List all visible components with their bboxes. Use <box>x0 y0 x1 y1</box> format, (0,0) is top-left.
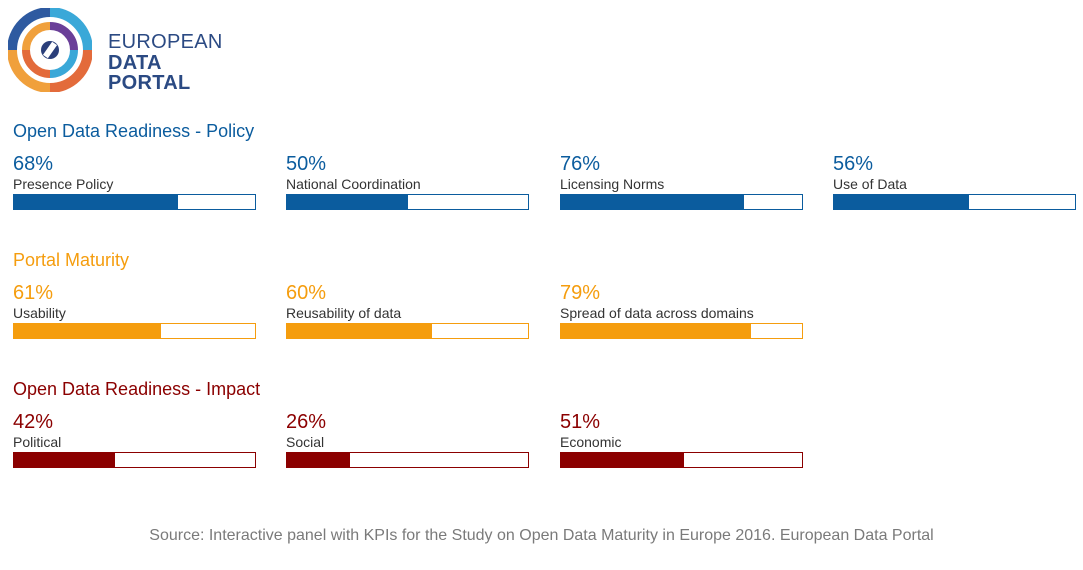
kpi-category-label: Presence Policy <box>13 176 114 192</box>
kpi-value-label: 79% <box>560 282 601 304</box>
kpi-usability: 61% Usability <box>13 281 256 339</box>
kpi-bar-fill <box>287 453 350 467</box>
kpi-bar-track <box>560 323 803 339</box>
kpi-bar-fill <box>834 195 969 209</box>
source-caption: Source: Interactive panel with KPIs for … <box>149 527 934 544</box>
kpi-bar-track <box>286 194 529 210</box>
kpi-value-label: 51% <box>560 411 601 433</box>
kpi-bar-track <box>560 194 803 210</box>
kpi-bar-track <box>13 452 256 468</box>
kpi-value-label: 68% <box>13 153 54 175</box>
kpi-value-label: 26% <box>286 411 327 433</box>
kpi-bar-fill <box>14 195 178 209</box>
section-title: Open Data Readiness - Impact <box>13 379 261 399</box>
kpi-value-label: 76% <box>560 153 601 175</box>
kpi-bar-fill <box>14 453 116 467</box>
kpi-group: 42% Political 26% Social 51% Economic <box>13 410 1083 480</box>
kpi-economic: 51% Economic <box>560 410 803 468</box>
kpi-bar-track <box>286 452 529 468</box>
kpi-political: 42% Political <box>13 410 256 468</box>
kpi-group: 68% Presence Policy 50% National Coordin… <box>13 152 1083 222</box>
section-policy: Open Data Readiness - Policy 68% Presenc… <box>13 120 1083 222</box>
kpi-category-label: Reusability of data <box>286 305 402 321</box>
section-portal-maturity: Portal Maturity 61% Usability 60% Reusab… <box>13 249 1083 351</box>
kpi-value-label: 42% <box>13 411 54 433</box>
kpi-value-label: 56% <box>833 153 874 175</box>
kpi-bar-track <box>13 323 256 339</box>
kpi-category-label: Political <box>13 434 62 450</box>
section-title: Portal Maturity <box>13 250 130 270</box>
section-title: Open Data Readiness - Policy <box>13 121 255 141</box>
kpi-category-label: Spread of data across domains <box>560 305 754 321</box>
kpi-bar-fill <box>561 324 752 338</box>
kpi-spread-of-data: 79% Spread of data across domains <box>560 281 803 339</box>
kpi-licensing-norms: 76% Licensing Norms <box>560 152 803 210</box>
kpi-category-label: Economic <box>560 434 622 450</box>
kpi-bar-fill <box>287 195 408 209</box>
logo-text-data-portal: DATA PORTAL <box>108 52 191 94</box>
kpi-bar-track <box>13 194 256 210</box>
kpi-bar-fill <box>561 195 745 209</box>
kpi-value-label: 61% <box>13 282 54 304</box>
kpi-group: 61% Usability 60% Reusability of data 79… <box>13 281 1083 351</box>
kpi-category-label: Use of Data <box>833 176 907 192</box>
kpi-category-label: National Coordination <box>286 176 421 192</box>
section-impact: Open Data Readiness - Impact 42% Politic… <box>13 378 1083 480</box>
kpi-bar-track <box>833 194 1076 210</box>
kpi-national-coordination: 50% National Coordination <box>286 152 529 210</box>
kpi-bar-fill <box>14 324 161 338</box>
kpi-social: 26% Social <box>286 410 529 468</box>
kpi-bar-track <box>286 323 529 339</box>
kpi-category-label: Licensing Norms <box>560 176 665 192</box>
logo: EUROPEAN DATA PORTAL <box>8 8 238 94</box>
kpi-bar-track <box>560 452 803 468</box>
kpi-category-label: Usability <box>13 305 66 321</box>
kpi-bar-fill <box>561 453 684 467</box>
kpi-bar-fill <box>287 324 432 338</box>
european-data-portal-logo-icon <box>8 8 92 92</box>
logo-text-european: EUROPEAN <box>108 31 223 53</box>
kpi-use-of-data: 56% Use of Data <box>833 152 1076 210</box>
kpi-presence-policy: 68% Presence Policy <box>13 152 256 210</box>
kpi-value-label: 50% <box>286 153 327 175</box>
kpi-category-label: Social <box>286 434 325 450</box>
kpi-reusability-of-data: 60% Reusability of data <box>286 281 529 339</box>
kpi-value-label: 60% <box>286 282 327 304</box>
